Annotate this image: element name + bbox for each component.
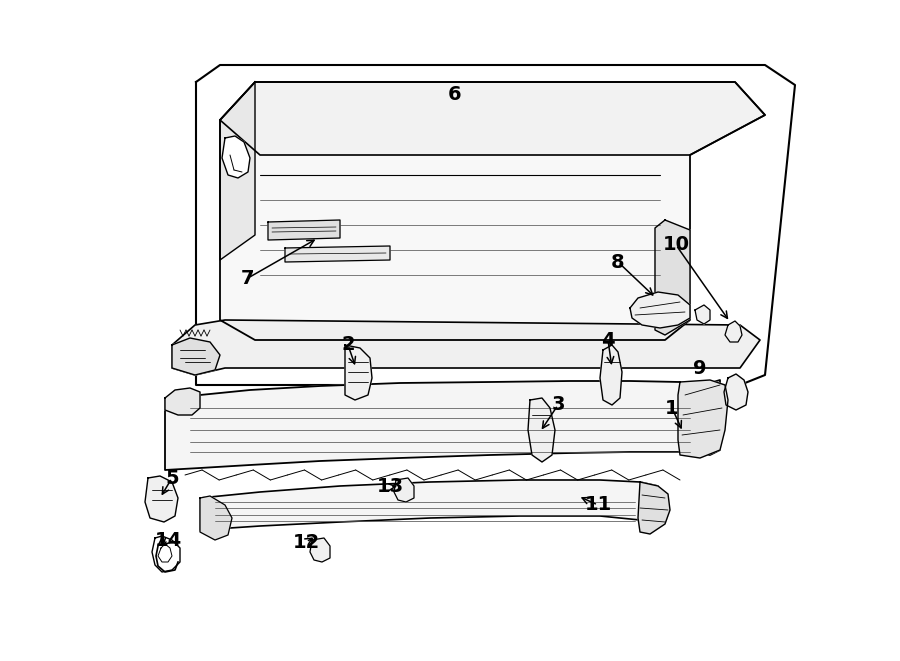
Polygon shape — [165, 380, 720, 470]
Polygon shape — [152, 536, 180, 572]
Polygon shape — [158, 544, 172, 562]
Polygon shape — [196, 65, 795, 385]
Polygon shape — [285, 246, 390, 262]
Text: 2: 2 — [341, 336, 355, 354]
Polygon shape — [220, 82, 255, 260]
Polygon shape — [310, 538, 330, 562]
Polygon shape — [220, 82, 765, 155]
Polygon shape — [528, 398, 555, 462]
Polygon shape — [678, 380, 728, 458]
Polygon shape — [220, 82, 765, 340]
Polygon shape — [394, 478, 414, 502]
Polygon shape — [638, 482, 670, 534]
Polygon shape — [655, 220, 690, 335]
Text: 1: 1 — [665, 399, 679, 418]
Polygon shape — [222, 136, 250, 178]
Text: 12: 12 — [292, 533, 320, 551]
Polygon shape — [172, 338, 220, 375]
Text: 14: 14 — [155, 531, 182, 549]
Text: 13: 13 — [376, 477, 403, 496]
Text: 4: 4 — [601, 330, 615, 350]
Text: 11: 11 — [584, 496, 612, 514]
Polygon shape — [630, 292, 690, 328]
Text: 5: 5 — [166, 469, 179, 488]
Polygon shape — [695, 305, 710, 324]
Text: 6: 6 — [448, 85, 462, 104]
Text: 7: 7 — [241, 268, 255, 288]
Polygon shape — [724, 374, 748, 410]
Polygon shape — [268, 220, 340, 240]
Text: 9: 9 — [693, 358, 706, 377]
Polygon shape — [145, 476, 178, 522]
Polygon shape — [725, 321, 742, 342]
Polygon shape — [165, 388, 200, 415]
Text: 8: 8 — [611, 253, 625, 272]
Polygon shape — [200, 496, 232, 540]
Polygon shape — [172, 320, 760, 375]
Polygon shape — [200, 480, 658, 530]
Polygon shape — [600, 345, 622, 405]
Text: 3: 3 — [551, 395, 565, 414]
Text: 10: 10 — [662, 235, 689, 254]
Polygon shape — [345, 345, 372, 400]
